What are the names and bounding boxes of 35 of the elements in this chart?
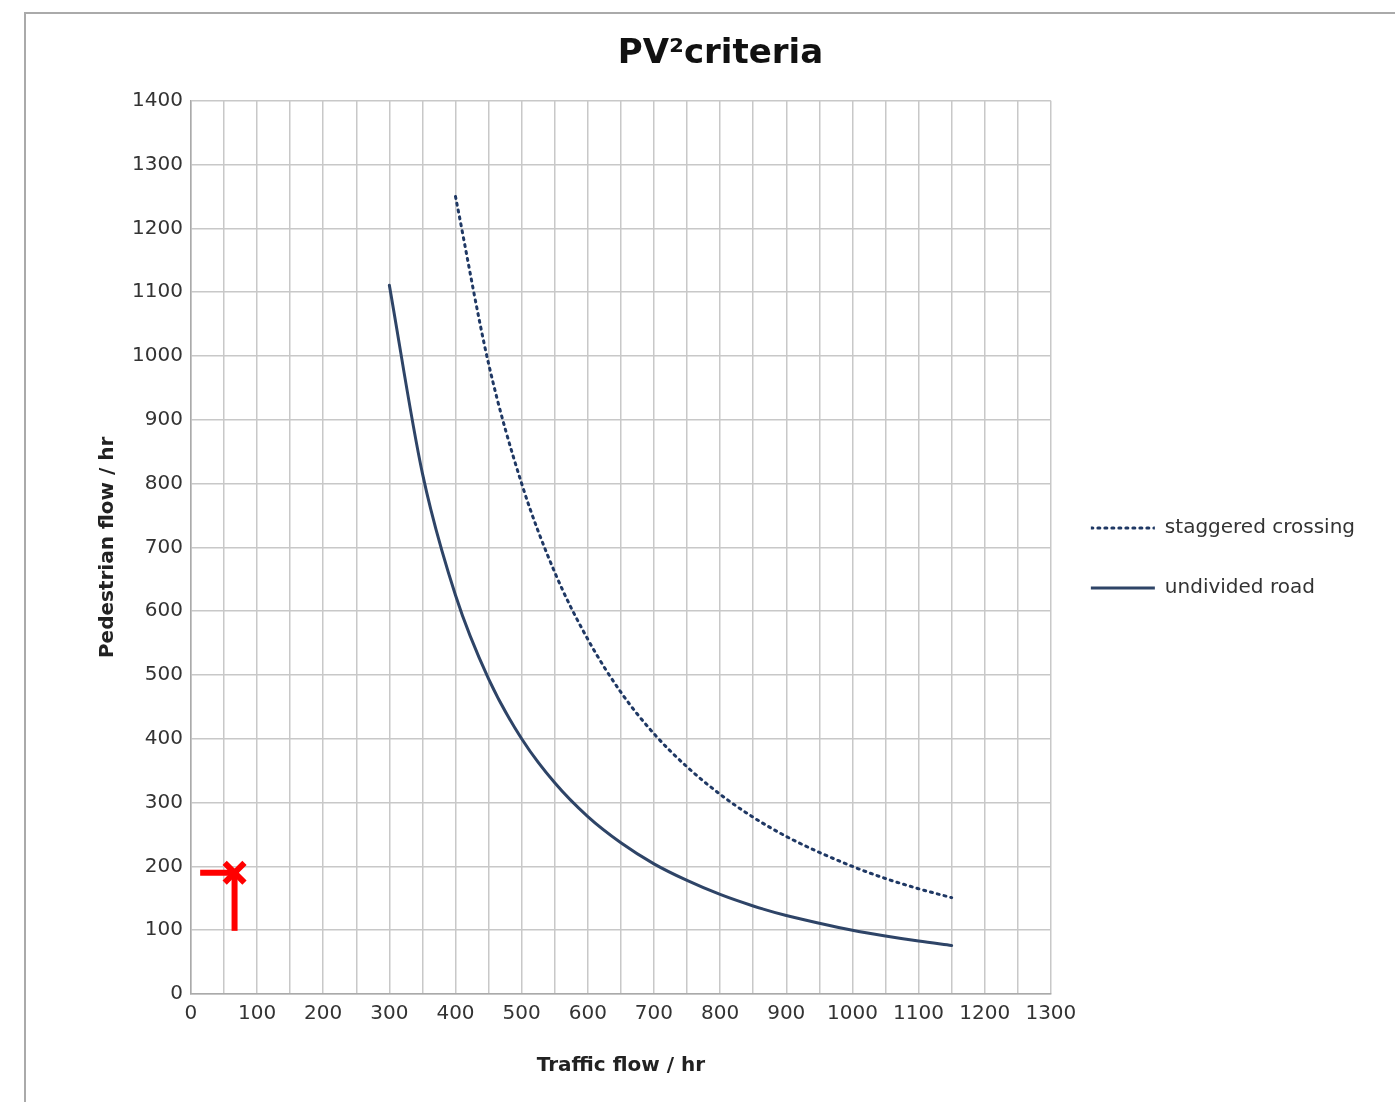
x-tick-label: 1000 [826, 1000, 878, 1025]
y-tick-label: 100 [144, 916, 183, 941]
x-tick-label: 700 [634, 1000, 674, 1025]
y-tick-label: 200 [144, 852, 183, 877]
y-tick-label: 1100 [131, 278, 183, 303]
x-tick-label: 400 [436, 1000, 475, 1025]
y-tick-label: 1200 [131, 214, 183, 239]
y-tick-label: 700 [144, 533, 183, 558]
x-tick-label: 600 [568, 1000, 607, 1025]
y-tick-label: 300 [144, 788, 183, 813]
x-tick-label: 1100 [893, 1000, 945, 1025]
line-series [387, 283, 954, 948]
legend-label: undivided road [1164, 574, 1315, 599]
line-series [454, 195, 954, 900]
x-tick-label: 900 [767, 1000, 806, 1025]
x-tick-label: 200 [304, 1000, 343, 1025]
y-tick-label: 900 [144, 406, 183, 430]
x-tick-label: 1300 [1025, 1000, 1077, 1025]
x-tick-label: 1200 [959, 1000, 1011, 1025]
y-tick-label: 400 [144, 725, 183, 749]
y-tick-label: 500 [144, 661, 183, 686]
x-tick-label: 800 [701, 1000, 740, 1025]
chart-title: PV²criteria [617, 31, 824, 72]
y-tick-label: 0 [170, 980, 183, 1005]
x-axis-title: Traffic flow / hr [536, 1052, 706, 1077]
y-tick-label: 600 [144, 597, 183, 622]
y-tick-label: 1400 [131, 87, 183, 111]
x-tick-label: 300 [370, 1000, 409, 1025]
y-tick-label: 1000 [131, 342, 183, 367]
y-axis-title: Pedestrian flow / hr [94, 436, 119, 659]
legend-label: staggered crossing [1164, 514, 1355, 539]
x-tick-label: 100 [237, 1000, 277, 1025]
y-tick-label: 800 [144, 469, 183, 494]
y-tick-label: 1300 [131, 150, 183, 175]
x-tick-label: 500 [502, 1000, 541, 1025]
